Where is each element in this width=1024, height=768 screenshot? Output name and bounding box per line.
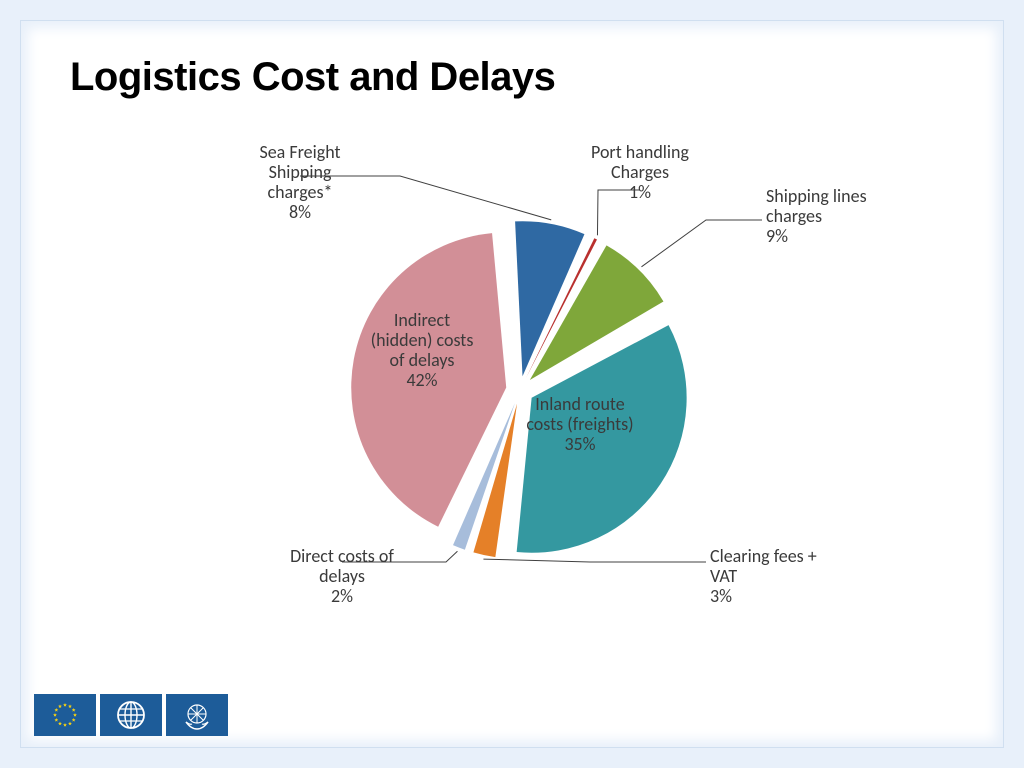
logo-strip <box>34 694 228 736</box>
page-title: Logistics Cost and Delays <box>70 55 555 100</box>
slice-label: Sea FreightShippingcharges*8% <box>259 141 340 223</box>
slice-label: Direct costs ofdelays2% <box>290 545 394 607</box>
pie-chart: Sea FreightShippingcharges*8% Port handli… <box>170 120 870 660</box>
globe-logo <box>100 694 162 736</box>
un-logo <box>166 694 228 736</box>
leader-line <box>641 220 762 267</box>
slide: Logistics Cost and Delays Sea FreightShi… <box>20 20 1004 748</box>
slice-label: Shipping linescharges9% <box>766 185 867 247</box>
leader-line <box>300 176 551 220</box>
slice-label: Clearing fees +VAT3% <box>710 545 817 607</box>
slice-label: Port handlingCharges1% <box>591 141 690 203</box>
eu-logo <box>34 694 96 736</box>
leader-line <box>483 559 706 562</box>
